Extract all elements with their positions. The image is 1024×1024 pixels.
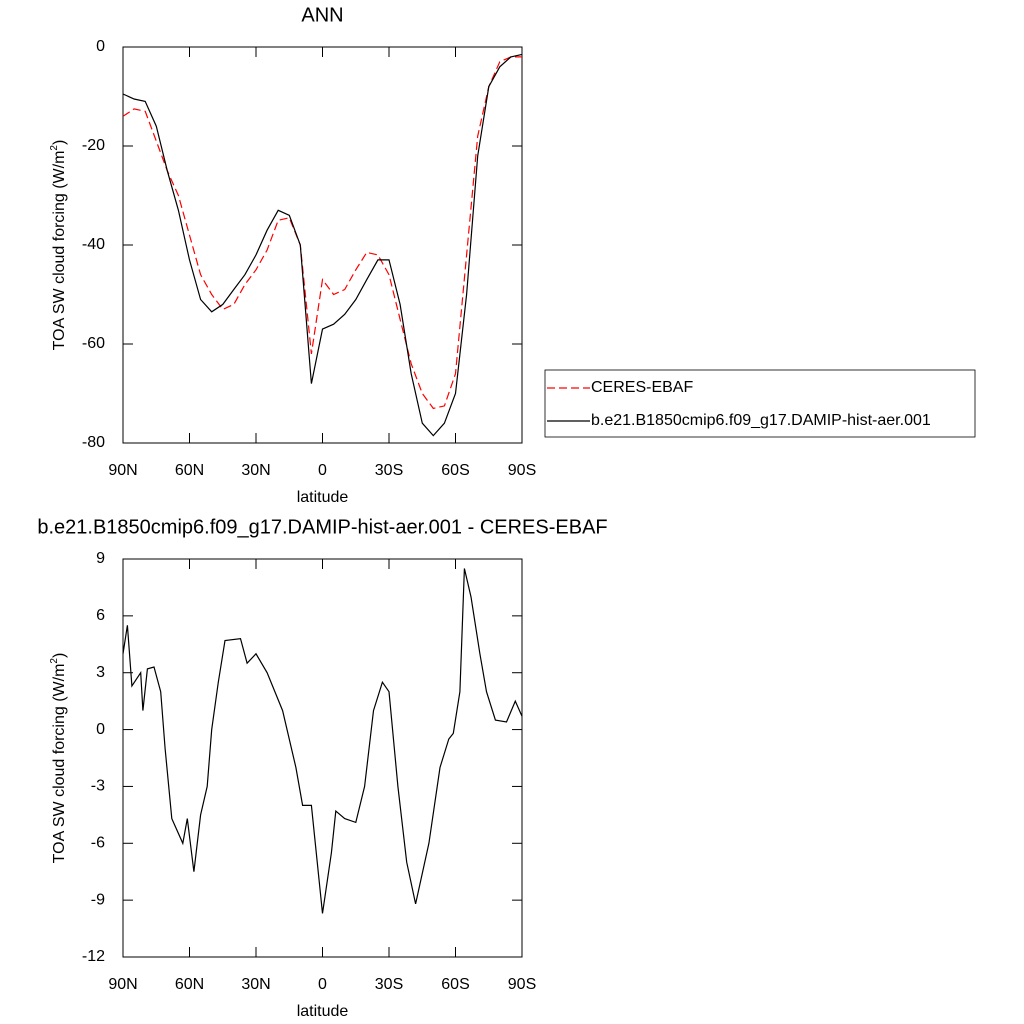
plot-frame bbox=[122, 558, 523, 958]
x-tick-label: 60S bbox=[441, 976, 469, 993]
x-tick-label: 30S bbox=[375, 976, 403, 993]
x-tick-label: 30N bbox=[241, 462, 270, 479]
y-tick-label: -20 bbox=[82, 137, 105, 154]
y-tick-label: -80 bbox=[82, 434, 105, 451]
y-tick-label: -6 bbox=[91, 835, 105, 852]
x-tick-label: 30N bbox=[241, 976, 270, 993]
y-tick-label: 0 bbox=[96, 721, 105, 738]
x-tick-label: 0 bbox=[318, 976, 327, 993]
legend-label: b.e21.B1850cmip6.f09_g17.DAMIP-hist-aer.… bbox=[591, 412, 931, 429]
x-tick-label: 90N bbox=[108, 462, 137, 479]
y-tick-label: 0 bbox=[96, 38, 105, 55]
x-tick-label: 30S bbox=[375, 462, 403, 479]
x-tick-label: 60N bbox=[175, 976, 204, 993]
chart-title: b.e21.B1850cmip6.f09_g17.DAMIP-hist-aer.… bbox=[37, 516, 607, 538]
y-tick-label: -3 bbox=[91, 778, 105, 795]
y-axis-label: TOA SW cloud forcing (W/m2) bbox=[49, 653, 68, 864]
y-tick-label: -60 bbox=[82, 335, 105, 352]
y-tick-label: 6 bbox=[96, 607, 105, 624]
legend-label: CERES-EBAF bbox=[591, 379, 693, 396]
y-tick-label: -12 bbox=[82, 948, 105, 965]
y-tick-label: -40 bbox=[82, 236, 105, 253]
data-line bbox=[122, 568, 523, 914]
y-tick-label: 3 bbox=[96, 664, 105, 681]
x-tick-label: 90N bbox=[108, 976, 137, 993]
data-line bbox=[122, 53, 523, 437]
x-axis-label: latitude bbox=[297, 489, 349, 506]
legend-box bbox=[544, 369, 976, 438]
plot-frame bbox=[122, 46, 523, 444]
y-tick-label: 9 bbox=[96, 550, 105, 567]
chart-title: ANN bbox=[301, 4, 343, 26]
x-tick-label: 90S bbox=[508, 976, 536, 993]
x-tick-label: 90S bbox=[508, 462, 536, 479]
x-axis-label: latitude bbox=[297, 1003, 349, 1020]
data-line bbox=[122, 56, 522, 410]
y-axis-label: TOA SW cloud forcing (W/m2) bbox=[49, 140, 68, 351]
x-tick-label: 0 bbox=[318, 462, 327, 479]
x-tick-label: 60S bbox=[441, 462, 469, 479]
y-tick-label: -9 bbox=[91, 891, 105, 908]
x-tick-label: 60N bbox=[175, 462, 204, 479]
